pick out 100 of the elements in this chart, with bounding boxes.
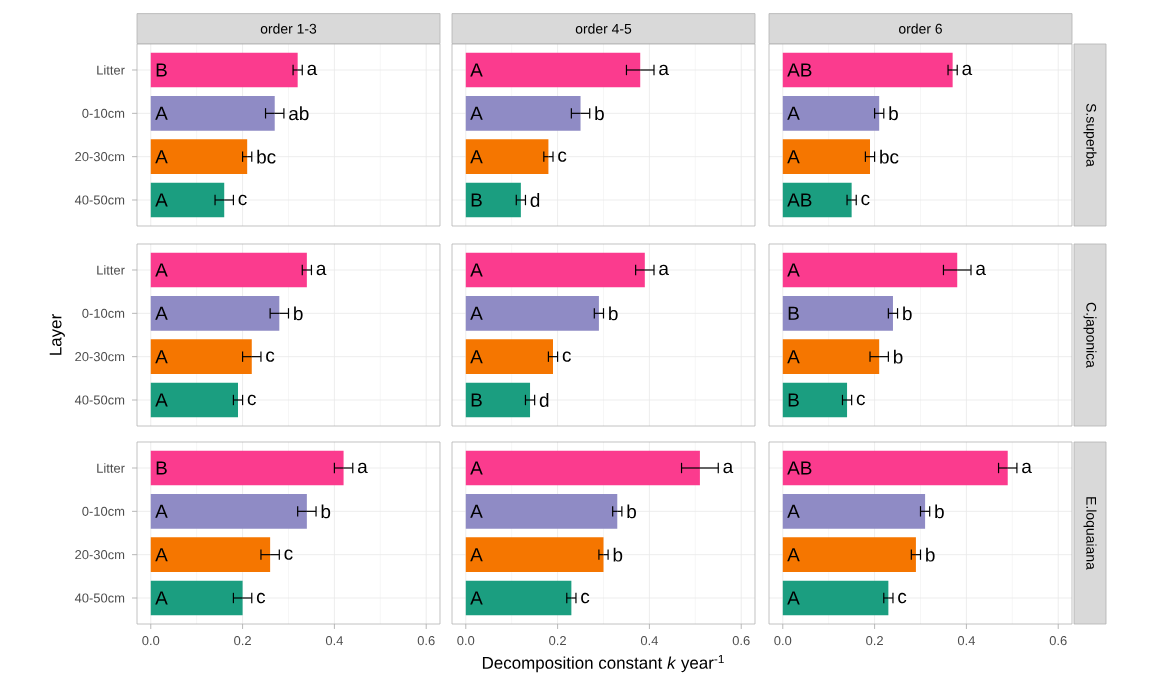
annotation: bc xyxy=(257,149,276,164)
x-axis-title: Decomposition constant k year$^{-1}$ xyxy=(482,654,724,673)
bar xyxy=(782,494,926,529)
bar xyxy=(782,139,871,174)
bar xyxy=(465,537,604,572)
bar xyxy=(150,537,271,572)
bar xyxy=(150,52,298,88)
annotation: A xyxy=(470,350,483,364)
annotation: a xyxy=(357,462,368,474)
annotation: a xyxy=(316,264,327,276)
bar xyxy=(465,450,700,486)
annotation: B xyxy=(156,461,167,475)
annotation: b xyxy=(627,504,636,519)
annotation: AB xyxy=(787,63,812,77)
bar xyxy=(465,382,531,418)
annotation: A xyxy=(470,263,483,277)
annotation: c xyxy=(238,194,247,206)
annotation: A xyxy=(155,306,168,320)
bar xyxy=(465,95,581,131)
annotation: b xyxy=(893,349,903,364)
bar xyxy=(150,252,307,288)
annotation: A xyxy=(787,591,800,605)
annotation: A xyxy=(470,591,483,605)
annotation: A xyxy=(787,548,800,562)
annotation: c xyxy=(856,394,865,406)
annotation: b xyxy=(903,306,912,321)
bar xyxy=(782,295,893,331)
annotation: A xyxy=(787,504,800,518)
annotation: b xyxy=(889,106,898,121)
bar xyxy=(465,182,521,218)
annotation: A xyxy=(155,106,168,120)
annotation: c xyxy=(562,351,571,362)
annotation: b xyxy=(595,106,604,121)
bar xyxy=(782,382,848,418)
annotation: A xyxy=(155,150,168,164)
bar xyxy=(465,139,549,174)
annotation: A xyxy=(787,106,800,120)
annotation: A xyxy=(470,548,483,562)
bar xyxy=(150,139,248,174)
bar xyxy=(465,580,572,616)
annotation: c xyxy=(247,394,256,406)
bar xyxy=(782,450,1008,486)
annotation: A xyxy=(470,306,483,320)
annotation: A xyxy=(470,461,483,475)
annotation: b xyxy=(935,504,944,519)
annotation: a xyxy=(659,264,669,276)
annotation: B xyxy=(788,393,799,407)
bar xyxy=(150,95,275,131)
bar xyxy=(150,182,225,218)
annotation: A xyxy=(470,106,483,120)
annotation: A xyxy=(155,193,168,207)
bar xyxy=(150,295,280,331)
annotation: A xyxy=(155,393,168,407)
bar xyxy=(465,494,618,529)
annotation: B xyxy=(471,393,482,407)
bar xyxy=(782,95,880,131)
annotation: A xyxy=(155,504,168,518)
annotation: a xyxy=(976,264,986,276)
annotation: A xyxy=(787,263,800,277)
annotation: c xyxy=(898,592,907,604)
annotation: c xyxy=(861,194,870,206)
annotation: AB xyxy=(787,461,812,475)
annotation: c xyxy=(266,351,275,362)
annotation: A xyxy=(787,150,800,164)
annotation: b xyxy=(926,547,935,562)
annotation: c xyxy=(284,549,293,560)
y-axis-title: Layer xyxy=(49,314,65,355)
bar xyxy=(465,339,553,374)
annotation: a xyxy=(307,64,318,76)
annotation: c xyxy=(558,151,567,162)
annotation: b xyxy=(609,306,618,321)
annotation: A xyxy=(470,504,483,518)
bar xyxy=(150,339,252,374)
annotation: b xyxy=(294,306,303,321)
annotation: A xyxy=(155,591,168,605)
annotation: a xyxy=(962,64,973,76)
annotation: c xyxy=(256,592,266,604)
bar xyxy=(465,52,641,88)
annotation: bc xyxy=(880,149,899,164)
bar xyxy=(782,339,880,374)
bar xyxy=(782,537,916,572)
annotation: A xyxy=(155,548,168,562)
bar xyxy=(465,295,599,331)
annotation: a xyxy=(659,64,669,76)
annotation: ab xyxy=(289,106,309,121)
annotation: b xyxy=(613,547,623,562)
annotation: d xyxy=(530,193,540,207)
annotation: A xyxy=(155,263,168,277)
annotation: a xyxy=(723,462,734,474)
annotation: A xyxy=(470,150,483,164)
bar xyxy=(782,580,889,616)
bar xyxy=(465,252,645,288)
bar xyxy=(150,382,238,418)
bar xyxy=(150,580,243,616)
annotation: d xyxy=(539,393,549,407)
bar xyxy=(782,52,953,88)
annotation: AB xyxy=(787,193,812,207)
annotation: b xyxy=(321,504,331,519)
annotation: a xyxy=(1022,462,1032,474)
annotation: A xyxy=(155,350,168,364)
